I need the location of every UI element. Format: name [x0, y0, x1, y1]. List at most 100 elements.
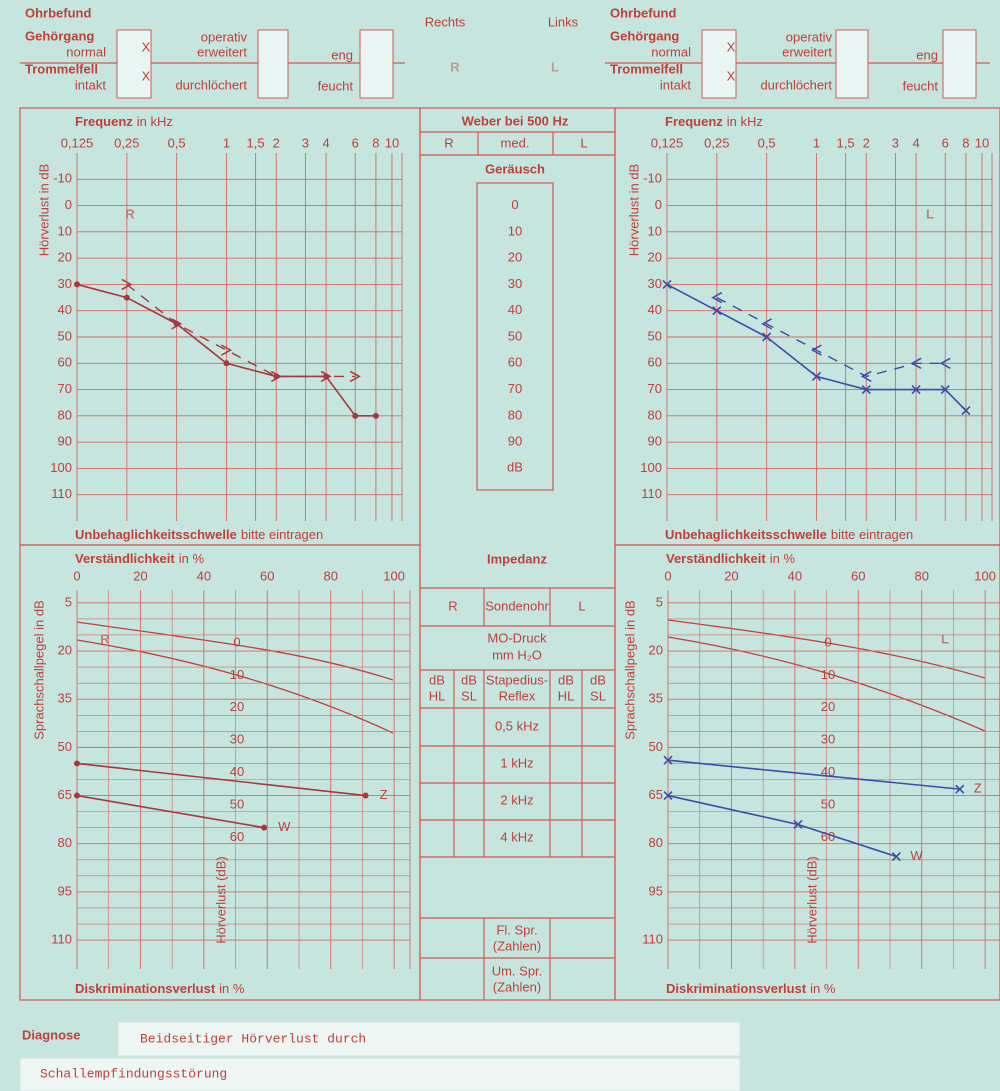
footer-rest: bitte eintragen [831, 527, 913, 542]
label: Trommelfell [610, 61, 683, 76]
label: operativ [786, 29, 833, 44]
air-point [123, 294, 130, 301]
check-mark: X [727, 39, 736, 54]
x-tick-label: 2 [273, 135, 280, 150]
cell-label: Stapedius- [486, 672, 548, 687]
axis-title-bold: Verständlichkeit [75, 551, 175, 566]
air-line [76, 283, 376, 417]
footer: Diskriminationsverlust in % [75, 981, 245, 996]
x-tick-label: 0,125 [61, 135, 94, 150]
y-tick-label: 65 [58, 787, 72, 802]
scale-label: 50 [508, 328, 522, 343]
cell-label: (Zahlen) [493, 979, 541, 994]
x-tick-label: 6 [352, 135, 359, 150]
y-tick-label: 95 [649, 883, 663, 898]
x-tick-label: 0,25 [704, 135, 729, 150]
y-tick-label: -10 [53, 171, 72, 186]
speech-line [76, 794, 265, 829]
impedance-table [420, 587, 615, 1000]
cell-label: med. [501, 135, 530, 150]
x-tick-label: 3 [892, 135, 899, 150]
y-tick-label: 40 [648, 302, 662, 317]
footer-bold: Diskriminationsverlust [75, 981, 216, 996]
cell-label: R [444, 135, 453, 150]
checkbox [835, 29, 869, 99]
speech-line [76, 762, 366, 797]
speech-point [955, 784, 965, 794]
curve-label: 20 [821, 699, 835, 714]
y-axis-title: Sprachschallpegel in dB [31, 600, 46, 739]
frame [614, 544, 1000, 1001]
header-title: Ohrbefund [25, 5, 91, 20]
y-axis-title: Hörverlust in dB [36, 164, 51, 256]
label: operativ [201, 29, 248, 44]
y-tick-label: 10 [648, 223, 662, 238]
y-tick-label: 5 [65, 594, 72, 609]
label: erweitert [197, 44, 247, 59]
y-tick-label: -10 [643, 171, 662, 186]
speech-point [261, 824, 268, 831]
axis-title-rest: in kHz [137, 114, 173, 129]
bone-point [320, 370, 332, 383]
watermark: L [926, 206, 934, 221]
label: eng [916, 47, 938, 62]
y-tick-label: 100 [50, 460, 72, 475]
speech-line [667, 759, 960, 790]
bone-point [171, 318, 183, 330]
x-tick-label: 40 [788, 568, 802, 583]
watermark: R [450, 59, 460, 74]
bone-point [270, 370, 282, 383]
cell-label: L [580, 135, 587, 150]
label: Gehörgang [25, 28, 94, 43]
watermark: L [941, 631, 949, 646]
speech-point [891, 852, 901, 862]
cell-label: SL [590, 688, 606, 703]
checkbox [116, 29, 152, 99]
x-tick-label: 10 [975, 135, 989, 150]
cell-label: Fl. Spr. [496, 922, 537, 937]
x-tick-label: 100 [383, 568, 405, 583]
reference-curve [76, 621, 394, 681]
x-tick-label: 60 [260, 568, 274, 583]
axis-title: Verständlichkeit in % [666, 551, 795, 566]
series-name: W [910, 848, 923, 863]
footer: Diskriminationsverlust in % [666, 981, 836, 996]
bone-point [761, 318, 773, 330]
y-tick-label: 35 [58, 691, 72, 706]
axis-title-rest: in kHz [727, 114, 763, 129]
y-tick-label: 90 [648, 434, 662, 449]
y-tick-label: 0 [655, 197, 662, 212]
side-label: Rechts [425, 14, 466, 29]
axis-title-bold: Verständlichkeit [666, 551, 766, 566]
bone-line [126, 283, 356, 378]
x-tick-label: 1,5 [247, 135, 265, 150]
series-name: W [278, 819, 291, 834]
x-tick-label: 80 [914, 568, 928, 583]
cell-label: MO-Druck [487, 630, 547, 645]
cell-label: mm H₂O [492, 647, 542, 662]
bone-point [121, 278, 133, 291]
x-tick-label: 10 [385, 135, 399, 150]
axis-title-bold: Frequenz [75, 114, 133, 129]
y-tick-label: 20 [648, 250, 662, 265]
curve-label: 30 [821, 732, 835, 747]
scale-label: 90 [508, 434, 522, 449]
x-tick-label: 0 [73, 568, 80, 583]
x-tick-label: 6 [942, 135, 949, 150]
y-tick-label: 65 [649, 787, 663, 802]
bone-point [711, 291, 723, 304]
row-label: 4 kHz [500, 829, 533, 844]
y-tick-label: 50 [58, 739, 72, 754]
check-mark: X [142, 68, 151, 83]
reference-curve [76, 639, 394, 734]
y-tick-label: 70 [648, 381, 662, 396]
x-tick-label: 1 [813, 135, 820, 150]
diagnosis-label: Diagnose [22, 1027, 81, 1042]
cell-label: SL [461, 688, 477, 703]
curve-axis-title: Hörverlust (dB) [213, 856, 228, 943]
axis-title: Frequenz in kHz [665, 114, 763, 129]
cell-label: dB [590, 672, 606, 687]
scale-label: 70 [508, 381, 522, 396]
y-tick-label: 80 [649, 835, 663, 850]
